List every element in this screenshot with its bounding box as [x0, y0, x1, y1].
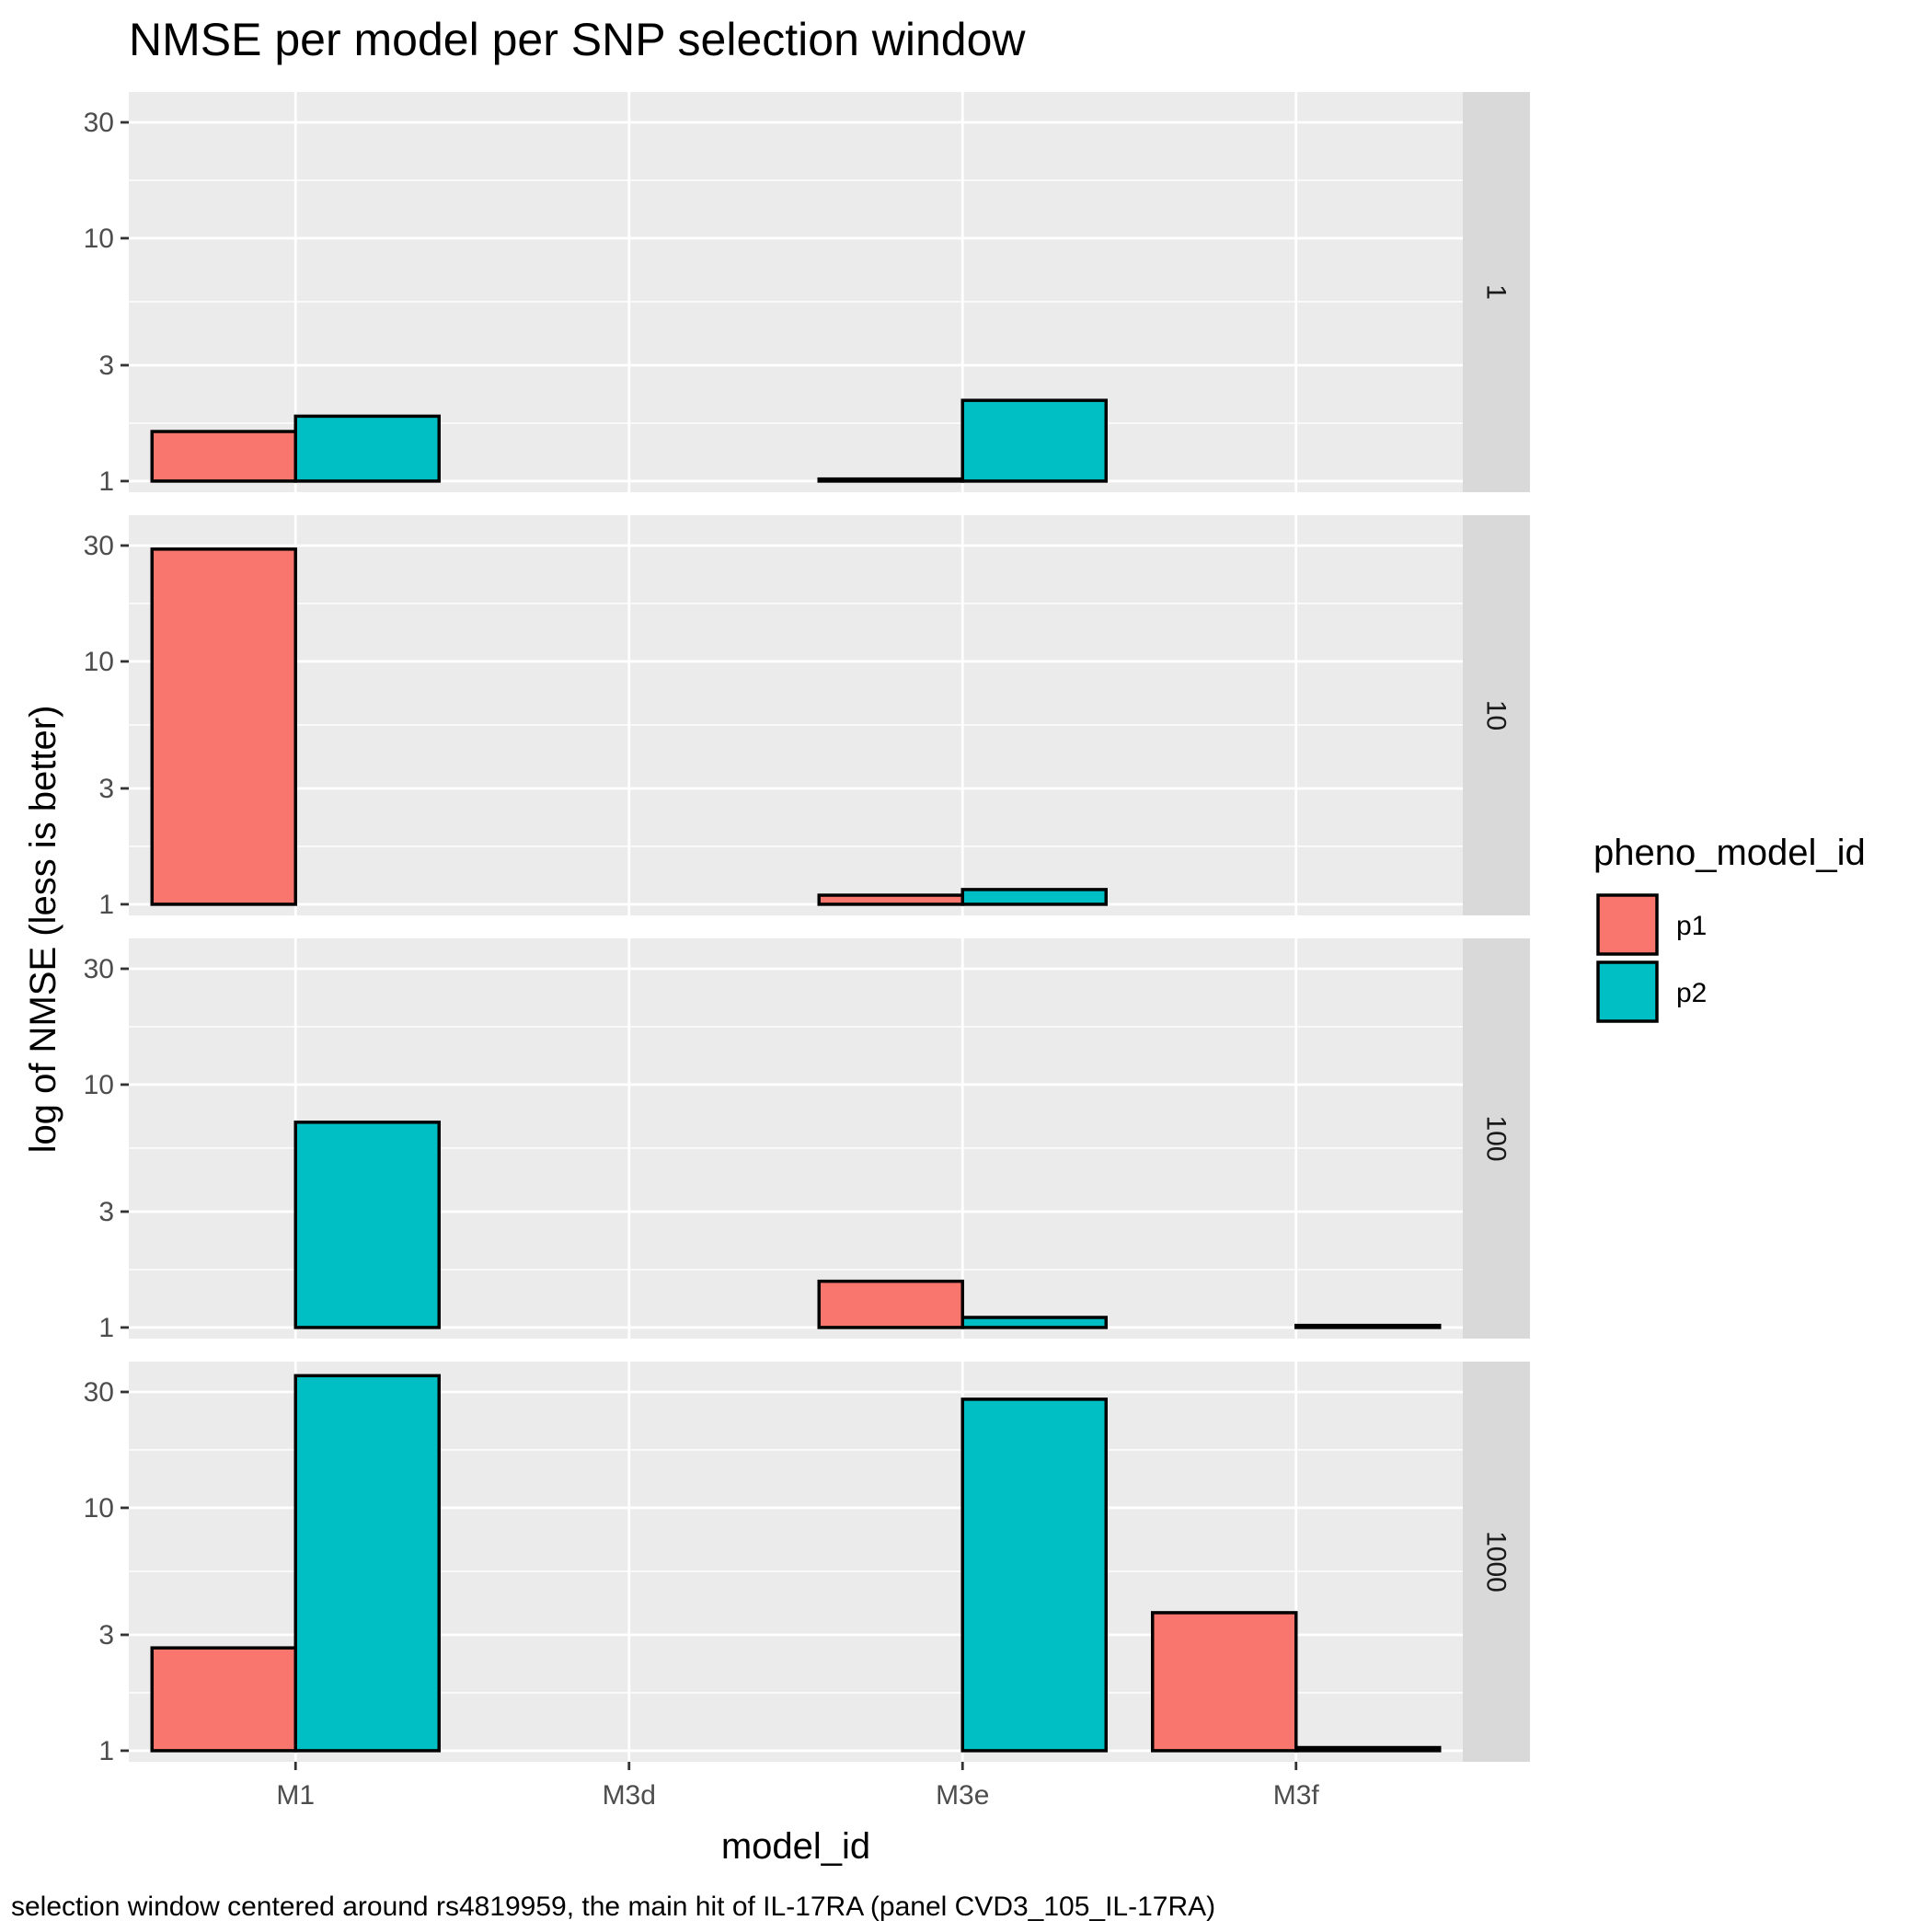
- bar-p2-M3e-panel-100: [960, 1316, 1108, 1329]
- y-tick-label: 3: [98, 1197, 114, 1227]
- y-tick-label: 30: [84, 108, 114, 138]
- legend-label-p1: p1: [1676, 911, 1707, 941]
- x-tick-label: M3d: [603, 1780, 656, 1811]
- bar-p2-M3f-panel-100: [1294, 1323, 1442, 1329]
- bar-p2-M3e-panel-1: [960, 398, 1108, 483]
- x-axis: M1 M3d M3e M3f: [276, 1762, 1319, 1811]
- y-tick-label: 1: [98, 1313, 114, 1343]
- bar-p2-M3f-panel-1000: [1294, 1745, 1442, 1753]
- bar-p1-M1-panel-10: [150, 547, 297, 906]
- y-tick-label: 3: [98, 774, 114, 804]
- legend: pheno_model_id p1 p2: [1593, 833, 1866, 1023]
- bar-p1-M3e-panel-1: [817, 477, 964, 483]
- facet-panel-1000: 1 3 10 30 1000: [84, 1362, 1530, 1766]
- y-tick-label: 30: [84, 531, 114, 561]
- y-tick-label: 1: [98, 890, 114, 920]
- y-tick-label: 30: [84, 954, 114, 984]
- y-tick-label: 30: [84, 1377, 114, 1408]
- y-tick-label: 3: [98, 1620, 114, 1650]
- facet-panel-100: 1 3 10 30 100: [84, 938, 1530, 1343]
- bar-p2-M1-panel-1: [293, 414, 441, 483]
- y-tick-label: 10: [84, 647, 114, 677]
- bar-p1-M1-panel-1: [150, 430, 297, 483]
- bar-p2-M3e-panel-10: [960, 888, 1108, 906]
- bar-p1-M3e-panel-100: [817, 1279, 964, 1329]
- facet-strip-label: 1000: [1481, 1531, 1512, 1593]
- facet-panel-1: 1 3 10 30 1: [84, 92, 1530, 497]
- bar-p2-M3e-panel-1000: [960, 1397, 1108, 1753]
- y-tick-label: 3: [98, 351, 114, 381]
- facet-strip-label: 10: [1481, 700, 1512, 730]
- y-tick-label: 1: [98, 466, 114, 497]
- facet-strip: [1463, 938, 1530, 1339]
- x-tick-label: M3f: [1273, 1780, 1320, 1811]
- facet-panels: 1 3 10 30 1 1 3 10 30 10 1 3 10 30 100 1 3 10 30 1000: [84, 92, 1530, 1766]
- facet-panel-10: 1 3 10 30 10: [84, 515, 1530, 920]
- legend-title: pheno_model_id: [1593, 833, 1866, 873]
- facet-strip: [1463, 515, 1530, 915]
- facet-strip: [1463, 92, 1530, 492]
- x-axis-title: model_id: [721, 1826, 870, 1867]
- facet-strip-label: 1: [1481, 284, 1512, 300]
- bar-p1-M3e-panel-10: [817, 893, 964, 906]
- legend-key-p2: [1596, 960, 1659, 1023]
- bar-p1-M1-panel-1000: [150, 1646, 297, 1753]
- y-tick-label: 1: [98, 1736, 114, 1766]
- x-tick-label: M3e: [936, 1780, 989, 1811]
- legend-label-p2: p2: [1676, 978, 1707, 1008]
- facet-strip-label: 100: [1481, 1115, 1512, 1161]
- facet-strip: [1463, 1362, 1530, 1762]
- panel-background: [129, 515, 1463, 915]
- y-tick-label: 10: [84, 1493, 114, 1524]
- chart-title: NMSE per model per SNP selection window: [129, 14, 1026, 65]
- bar-p2-M1-panel-1000: [293, 1374, 441, 1753]
- y-tick-label: 10: [84, 1070, 114, 1100]
- chart-caption: selection window centered around rs48199…: [11, 1892, 1215, 1922]
- bar-p2-M1-panel-100: [293, 1121, 441, 1329]
- x-tick-label: M1: [276, 1780, 315, 1811]
- y-tick-label: 10: [84, 224, 114, 254]
- bar-p1-M3f-panel-1000: [1151, 1611, 1298, 1753]
- legend-key-p1: [1596, 893, 1659, 956]
- y-axis-title: log of NMSE (less is better): [23, 706, 63, 1154]
